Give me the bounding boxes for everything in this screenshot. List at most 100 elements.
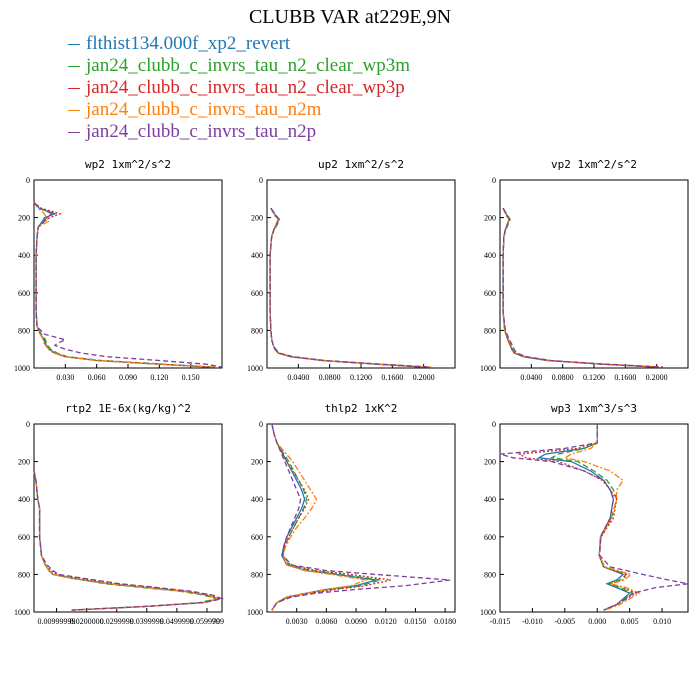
legend-entry-1: flthist134.000f_xp2_revert (68, 33, 290, 55)
plot-5-series-3 (271, 423, 391, 611)
plot-4-xtick-label: 0.00999999 (38, 617, 76, 626)
plot-5-xtick-label: 0.0030 (286, 617, 308, 626)
plot-2-ytick-label: 200 (251, 214, 263, 223)
legend-label-4: jan24_clubb_c_invrs_tau_n2m (86, 99, 322, 120)
plot-1-ytick-label: 0 (26, 176, 30, 185)
plot-2-xtick-label: 0.1600 (381, 373, 403, 382)
plot-3-ytick-label: 200 (484, 214, 496, 223)
plot-2-series-2 (269, 207, 428, 368)
plot-3-xtick-label: 0.1600 (614, 373, 636, 382)
plot-4-xtick-label: 0.0299999 (100, 617, 134, 626)
plot-5-ytick-label: 600 (251, 533, 263, 542)
plot-3-series-3 (502, 207, 657, 368)
plot-5-series-1 (271, 423, 376, 611)
plot-3-series-1 (502, 207, 657, 368)
legend-swatch-5 (68, 132, 80, 134)
plot-1-frame (33, 179, 223, 369)
plot-1-ytick-label: 800 (18, 326, 30, 335)
plot-4-ytick-label: 600 (18, 533, 30, 542)
plot-2-xtick-label: 0.1200 (350, 373, 372, 382)
plot-4-series-5 (33, 470, 225, 611)
plot-5-series-5 (271, 423, 451, 611)
plot-6-xtick-label: -0.010 (522, 617, 543, 626)
plot-5-xtick-label: 0.0150 (404, 617, 426, 626)
legend-label-2: jan24_clubb_c_invrs_tau_n2_clear_wp3m (86, 55, 410, 76)
plot-4-ytick-label: 1000 (14, 608, 30, 617)
plot-6-frame (499, 423, 689, 613)
plot-3-ytick-label: 800 (484, 326, 496, 335)
plot-5-title: thlp2 1xK^2 (325, 402, 398, 415)
plot-1-series-4 (33, 202, 217, 368)
plot-6-series-5 (499, 424, 689, 611)
plot-2-series-4 (269, 207, 432, 368)
plot-5-xtick-label: 0.0180 (434, 617, 456, 626)
plot-2-series-5 (269, 207, 430, 368)
plot-3-series-4 (502, 207, 665, 368)
plot-2-series-3 (269, 207, 424, 368)
plot-6-ytick-label: 400 (484, 495, 496, 504)
plot-6-title: wp3 1xm^3/s^3 (551, 402, 637, 415)
plot-5-series-4 (271, 423, 369, 611)
plot-6-ytick-label: 600 (484, 533, 496, 542)
legend-swatch-1 (68, 44, 80, 46)
plot-1-xtick-label: 0.030 (56, 373, 74, 382)
plot-2-series-1 (269, 207, 424, 368)
plot-2-xtick-label: 0.0800 (319, 373, 341, 382)
plot-1-ytick-label: 1000 (14, 364, 30, 373)
plot-1-ytick-label: 600 (18, 289, 30, 298)
plot-4-title: rtp2 1E-6x(kg/kg)^2 (65, 402, 191, 415)
legend-label-5: jan24_clubb_c_invrs_tau_n2p (86, 121, 317, 142)
plot-6-ytick-label: 200 (484, 458, 496, 467)
legend-label-3: jan24_clubb_c_invrs_tau_n2_clear_wp3p (86, 77, 405, 98)
legend-entry-2: jan24_clubb_c_invrs_tau_n2_clear_wp3m (68, 55, 410, 77)
plot-3-title: vp2 1xm^2/s^2 (551, 158, 637, 171)
plot-4-xtick-label: 0.0399999 (130, 617, 164, 626)
plot-4-series-2 (33, 470, 217, 611)
plot-1-ytick-label: 200 (18, 214, 30, 223)
plot-5-ytick-label: 400 (251, 495, 263, 504)
plot-3-series-5 (502, 207, 663, 368)
legend-entry-4: jan24_clubb_c_invrs_tau_n2m (68, 99, 321, 121)
plot-6-series-4 (562, 424, 641, 611)
legend-entry-5: jan24_clubb_c_invrs_tau_n2p (68, 121, 316, 143)
plot-6-xtick-label: -0.015 (490, 617, 511, 626)
plot-5-xtick-label: 0.0060 (315, 617, 337, 626)
plot-5-ytick-label: 800 (251, 570, 263, 579)
plot-3-ytick-label: 600 (484, 289, 496, 298)
plot-6-ytick-label: 1000 (480, 608, 496, 617)
plot-2-ytick-label: 0 (259, 176, 263, 185)
plot-3-xtick-label: 0.0400 (520, 373, 542, 382)
plot-3-xtick-label: 0.0800 (552, 373, 574, 382)
plot-6-series-3 (517, 424, 638, 611)
plot-3-xtick-label: 0.2000 (646, 373, 668, 382)
plot-2-ytick-label: 1000 (247, 364, 263, 373)
plot-4-xtick-label: 0.0200000 (70, 617, 104, 626)
plot-3-frame (499, 179, 689, 369)
plot-1-ytick-label: 400 (18, 251, 30, 260)
plot-4-ytick-label: 200 (18, 458, 30, 467)
plot-1-xtick-label: 0.120 (150, 373, 168, 382)
legend-swatch-3 (68, 88, 80, 90)
plot-6-series-2 (549, 424, 635, 611)
plot-4-xtick-label: 0.0499999 (160, 617, 194, 626)
plot-6-xtick-label: -0.005 (554, 617, 575, 626)
plot-2-ytick-label: 800 (251, 326, 263, 335)
plot-2-ytick-label: 400 (251, 251, 263, 260)
plot-4-ytick-label: 400 (18, 495, 30, 504)
plot-2-ytick-label: 600 (251, 289, 263, 298)
plot-1-xtick-label: 0.090 (119, 373, 137, 382)
plot-2-xtick-label: 0.0400 (287, 373, 309, 382)
plot-6-ytick-label: 800 (484, 570, 496, 579)
plot-6-xtick-label: 0.010 (653, 617, 671, 626)
legend-entry-3: jan24_clubb_c_invrs_tau_n2_clear_wp3p (68, 77, 405, 99)
plot-4-series-1 (33, 470, 221, 611)
plot-5-ytick-label: 1000 (247, 608, 263, 617)
plot-4-series-4 (33, 470, 221, 611)
plot-1-xtick-label: 0.150 (182, 373, 200, 382)
plot-4-xtick-label: 0.0599999 (190, 617, 224, 626)
plot-3-series-2 (502, 207, 661, 368)
plot-6-xtick-label: 0.005 (621, 617, 639, 626)
plot-5-ytick-label: 200 (251, 458, 263, 467)
plot-5-frame (266, 423, 456, 613)
